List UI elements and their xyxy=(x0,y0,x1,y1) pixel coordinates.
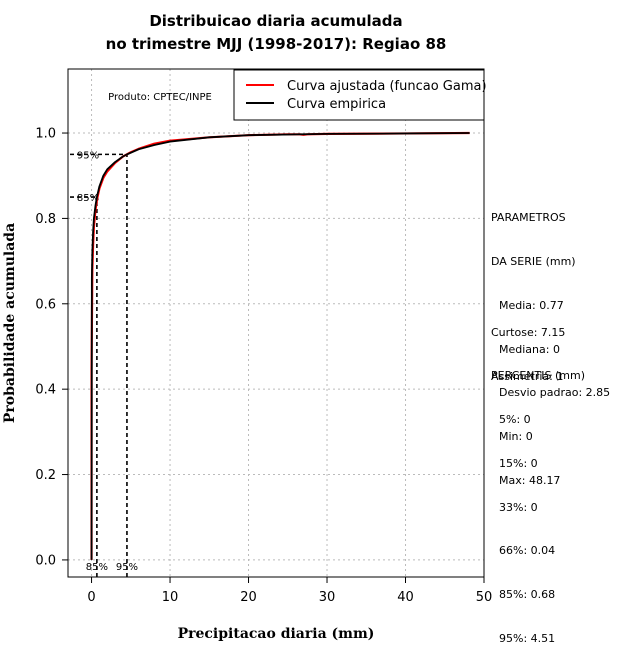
percentile-33: 33%: 0 xyxy=(499,500,538,514)
x-tick-label: 20 xyxy=(240,590,257,605)
params-header-2: DA SERIE (mm) xyxy=(491,254,576,268)
percentile-y-label: 85% xyxy=(77,193,99,204)
stat-media: Media: 0.77 xyxy=(499,298,564,312)
percentile-5: 5%: 0 xyxy=(499,412,531,426)
y-tick-label: 0.6 xyxy=(35,297,56,312)
stat-min: Min: 0 xyxy=(499,430,533,444)
percentile-85: 85%: 0.68 xyxy=(499,588,556,602)
x-axis-label: Precipitacao diaria (mm) xyxy=(178,626,375,642)
stat-mediana: Mediana: 0 xyxy=(499,342,560,356)
x-tick-label: 0 xyxy=(87,590,95,605)
percentile-15: 15%: 0 xyxy=(499,456,538,470)
plot-frame xyxy=(67,68,485,578)
percentile-x-label: 95% xyxy=(116,562,138,573)
percentiles-panel: PERCENTIS (mm) 5%: 0 15%: 0 33%: 0 66%: … xyxy=(491,340,585,661)
series-parameters-panel: PARAMETROS DA SERIE (mm) Media: 0.77 Med… xyxy=(491,182,610,503)
x-tick-label: 50 xyxy=(476,590,493,605)
stat-assimetria: Assimetria: 1 xyxy=(491,369,564,383)
y-tick-label: 1.0 xyxy=(35,127,56,142)
empirical-curve-line xyxy=(90,132,470,560)
x-tick-label: 40 xyxy=(397,590,414,605)
stat-max: Max: 48.17 xyxy=(499,473,561,487)
x-tick-label: 10 xyxy=(162,590,179,605)
chart-title-line1: Distribuicao diaria acumulada xyxy=(149,12,403,30)
moments-panel: Curtose: 7.15 Assimetria: 1 xyxy=(491,297,565,399)
producer-label: Produto: CPTEC/INPE xyxy=(108,92,212,103)
params-header-1: PARAMETROS xyxy=(491,211,566,225)
legend-label: Curva empirica xyxy=(287,97,386,112)
stat-desvio: Desvio padrao: 2.85 xyxy=(499,386,611,400)
y-tick-label: 0.0 xyxy=(35,553,56,568)
chart-title-line2: no trimestre MJJ (1998-2017): Regiao 88 xyxy=(105,35,447,53)
y-tick-label: 0.2 xyxy=(35,468,56,483)
percentile-x-label: 85% xyxy=(86,562,108,573)
legend-label: Curva ajustada (funcao Gama) xyxy=(287,79,487,94)
fitted-curve-line xyxy=(90,131,470,560)
y-tick-label: 0.8 xyxy=(35,212,56,227)
legend-box xyxy=(233,69,485,121)
percentile-95: 95%: 4.51 xyxy=(499,631,556,645)
y-tick-label: 0.4 xyxy=(35,383,56,398)
percentiles-header: PERCENTIS (mm) xyxy=(491,369,585,383)
stat-curtose: Curtose: 7.15 xyxy=(491,326,566,340)
x-tick-label: 30 xyxy=(319,590,336,605)
percentile-66: 66%: 0.04 xyxy=(499,544,556,558)
y-axis-label: Probabilidade acumulada xyxy=(2,223,18,423)
percentile-y-label: 95% xyxy=(77,150,99,161)
